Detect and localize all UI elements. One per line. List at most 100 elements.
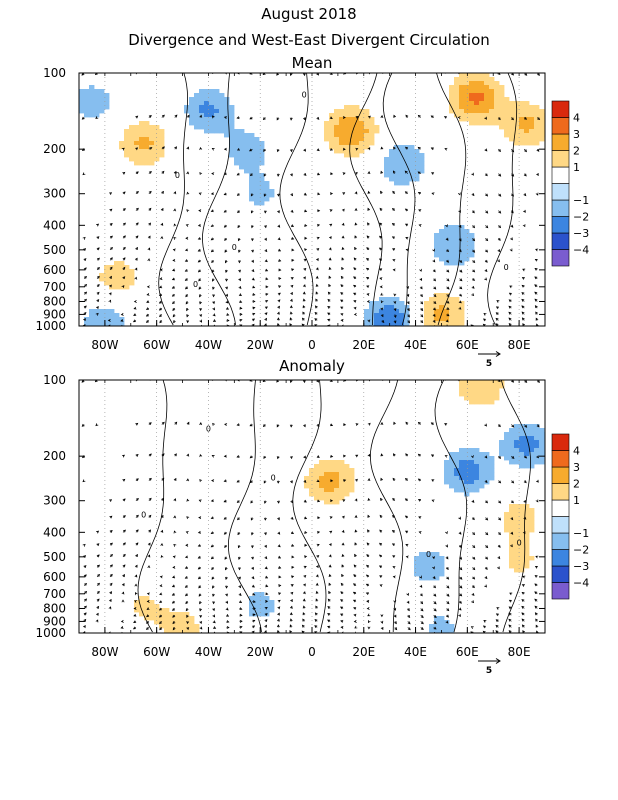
anomaly-panel: Anomaly 0 0 0 0 0 80W 60W 40W 20W 0 20E 40E 60E 80E 100… [35, 357, 546, 676]
colorbar-swatch [551, 549, 570, 567]
y-tick-label: 900 [43, 307, 66, 321]
colorbar-swatch [551, 582, 570, 600]
y-tick-label: 700 [43, 587, 66, 601]
colorbar-swatch [551, 117, 570, 135]
x-tick-label: 40W [195, 645, 222, 659]
contour-label: 0 [302, 91, 307, 100]
contour-label: 0 [193, 280, 198, 289]
contour-label: 0 [271, 474, 276, 483]
y-tick-label: 800 [43, 294, 66, 308]
colorbar-label: −4 [573, 577, 589, 590]
colorbar-swatch [551, 166, 570, 184]
x-tick-label: 80W [91, 645, 118, 659]
streamfunction-contours: 0 0 0 0 0 [137, 380, 532, 633]
x-tick-label: 40E [404, 338, 427, 352]
x-tick-label: 60E [456, 338, 479, 352]
x-tick-label: 40W [195, 338, 222, 352]
x-tick-label: 40E [404, 645, 427, 659]
colorbar-swatch [551, 249, 570, 267]
anomaly-colorbar: −4 −3 −2 −1 1 2 3 4 [551, 433, 589, 600]
colorbar-label: 2 [573, 145, 580, 158]
x-tick-label: 20W [247, 338, 274, 352]
x-axis: 80W 60W 40W 20W 0 20E 40E 60E 80E [78, 380, 546, 659]
colorbar-swatch [551, 483, 570, 501]
colorbar-swatch [551, 199, 570, 217]
colorbar-label: 1 [573, 494, 580, 507]
figure-subtitle: Divergence and West-East Divergent Circu… [128, 31, 490, 49]
contour-label: 0 [504, 263, 509, 272]
colorbar-label: −2 [573, 211, 589, 224]
x-tick-label: 80E [508, 338, 531, 352]
y-tick-label: 400 [43, 525, 66, 539]
x-tick-label: 20W [247, 645, 274, 659]
y-tick-label: 100 [43, 66, 66, 80]
x-tick-label: 20E [352, 338, 375, 352]
x-tick-label: 60E [456, 645, 479, 659]
colorbar-swatch [551, 565, 570, 583]
colorbar-swatch [551, 216, 570, 234]
y-tick-label: 500 [43, 550, 66, 564]
y-tick-label: 200 [43, 449, 66, 463]
colorbar-label: 3 [573, 128, 580, 141]
reference-vector: 5 [478, 658, 501, 676]
x-tick-label: 0 [308, 338, 316, 352]
mean-panel: Mean 0 0 0 0 0 80W 60W 40W 20W 0 20E 40E 60E 80E 100 200… [35, 54, 546, 369]
colorbar-label: 4 [573, 445, 580, 458]
colorbar-swatch [551, 532, 570, 550]
colorbar-label: −1 [573, 194, 589, 207]
y-tick-label: 1000 [35, 626, 66, 640]
colorbar-swatch [551, 150, 570, 168]
colorbar-label: −3 [573, 560, 589, 573]
panel-title: Mean [292, 54, 333, 72]
y-tick-label: 900 [43, 614, 66, 628]
colorbar-swatch [551, 133, 570, 151]
y-tick-label: 300 [43, 187, 66, 201]
colorbar-swatch [551, 516, 570, 534]
colorbar-label: −2 [573, 544, 589, 557]
x-axis: 80W 60W 40W 20W 0 20E 40E 60E 80E [78, 73, 546, 352]
divergence-field [79, 73, 545, 326]
mean-colorbar: −4 −3 −2 −1 1 2 3 4 [551, 100, 589, 267]
colorbar-swatch [551, 433, 570, 451]
panel-title: Anomaly [279, 357, 345, 375]
x-tick-label: 20E [352, 645, 375, 659]
x-tick-label: 60W [143, 645, 170, 659]
reference-vector: 5 [478, 351, 501, 369]
y-tick-label: 500 [43, 243, 66, 257]
y-tick-label: 1000 [35, 319, 66, 333]
y-tick-label: 700 [43, 280, 66, 294]
colorbar-label: 4 [573, 112, 580, 125]
colorbar-swatch [551, 499, 570, 517]
x-tick-label: 0 [308, 645, 316, 659]
colorbar-swatch [551, 183, 570, 201]
divergence-field [134, 380, 545, 633]
contour-label: 0 [517, 538, 522, 547]
vector-field [81, 380, 540, 633]
vector-field [81, 73, 541, 326]
contour-label: 0 [426, 550, 431, 559]
y-tick-label: 600 [43, 263, 66, 277]
reference-vector-label: 5 [486, 666, 492, 676]
colorbar-label: −3 [573, 227, 589, 240]
x-tick-label: 60W [143, 338, 170, 352]
y-tick-label: 400 [43, 218, 66, 232]
y-tick-label: 800 [43, 601, 66, 615]
contour-label: 0 [232, 243, 237, 252]
y-tick-label: 300 [43, 494, 66, 508]
contour-label: 0 [206, 425, 211, 434]
colorbar-label: 2 [573, 478, 580, 491]
colorbar-label: 1 [573, 161, 580, 174]
y-tick-label: 100 [43, 373, 66, 387]
x-tick-label: 80W [91, 338, 118, 352]
figure-title: August 2018 [261, 5, 356, 23]
y-tick-label: 600 [43, 570, 66, 584]
colorbar-label: −1 [573, 527, 589, 540]
x-tick-label: 80E [508, 645, 531, 659]
colorbar-swatch [551, 232, 570, 250]
colorbar-label: −4 [573, 244, 589, 257]
colorbar-swatch [551, 450, 570, 468]
streamfunction-contours: 0 0 0 0 0 [158, 73, 518, 326]
